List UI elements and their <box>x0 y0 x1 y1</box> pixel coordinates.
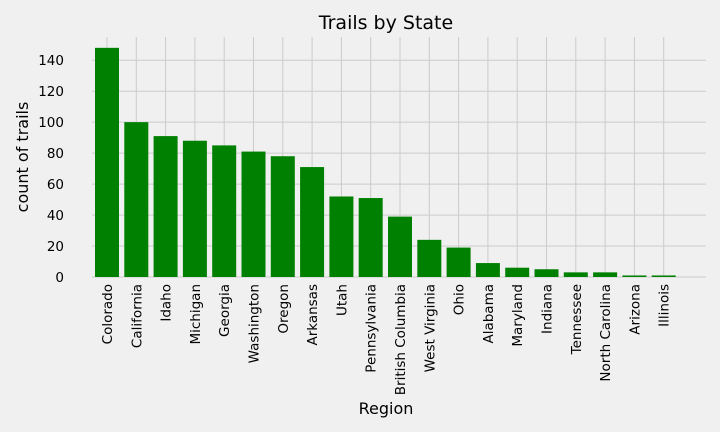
x-tick-label: Arizona <box>627 284 643 335</box>
y-tick-label: 40 <box>47 208 64 224</box>
x-tick-label: Michigan <box>188 284 204 345</box>
x-tick-label: British Columbia <box>393 284 409 395</box>
bar-colorado <box>95 47 119 277</box>
bar-ohio <box>446 247 471 277</box>
bar-georgia <box>212 145 237 277</box>
bar-california <box>124 122 149 278</box>
x-tick-label: West Virginia <box>422 284 438 372</box>
x-tick-label: Indiana <box>540 284 556 334</box>
bar-utah <box>329 196 354 277</box>
bars <box>95 47 676 278</box>
bar-arizona <box>622 275 647 277</box>
x-tick-label: Alabama <box>481 284 497 344</box>
x-tick-label: Pennsylvania <box>364 284 380 373</box>
y-tick-label: 80 <box>47 146 64 162</box>
grid-lines <box>92 37 706 278</box>
y-axis-label: count of trails <box>13 102 32 213</box>
x-tick-label: Tennessee <box>569 284 585 355</box>
x-tick-label: Illinois <box>657 284 673 327</box>
x-tick-label: Georgia <box>217 284 233 337</box>
x-tick-label: Utah <box>334 284 350 316</box>
chart-title: Trails by State <box>318 12 453 34</box>
x-tick-label: Arkansas <box>305 284 321 346</box>
x-tick-label: Ohio <box>452 284 468 315</box>
x-tick-label: Oregon <box>276 284 292 334</box>
bar-alabama <box>475 263 500 277</box>
bar-illinois <box>651 275 676 277</box>
bar-michigan <box>182 140 207 277</box>
x-tick-label: California <box>129 284 145 348</box>
bar-maryland <box>505 267 530 277</box>
y-tick-label: 140 <box>38 53 64 69</box>
bar-british-columbia <box>388 216 412 277</box>
bar-north-carolina <box>593 272 618 277</box>
y-tick-label: 120 <box>38 84 64 100</box>
y-tick-label: 100 <box>38 115 64 131</box>
bar-indiana <box>534 269 559 277</box>
y-axis-ticks: 0 20 40 60 80 100 120 140 <box>38 53 64 286</box>
bar-washington <box>241 151 266 277</box>
bar-tennessee <box>563 272 588 277</box>
x-axis-ticks: Colorado California Idaho Michigan Georgia Wa… <box>100 284 673 395</box>
x-tick-label: Colorado <box>100 284 116 344</box>
x-tick-label: Idaho <box>159 284 175 322</box>
y-tick-label: 0 <box>55 270 64 286</box>
bar-oregon <box>270 156 295 277</box>
bar-pennsylvania <box>358 198 383 277</box>
bar-arkansas <box>300 167 325 277</box>
bar-west-virginia <box>417 239 442 277</box>
x-tick-label: Maryland <box>510 284 526 347</box>
x-tick-label: North Carolina <box>598 284 614 382</box>
y-tick-label: 60 <box>47 177 64 193</box>
y-tick-label: 20 <box>47 239 64 255</box>
x-tick-label: Washington <box>247 284 263 363</box>
x-axis-label: Region <box>359 399 414 418</box>
bar-idaho <box>153 136 178 277</box>
